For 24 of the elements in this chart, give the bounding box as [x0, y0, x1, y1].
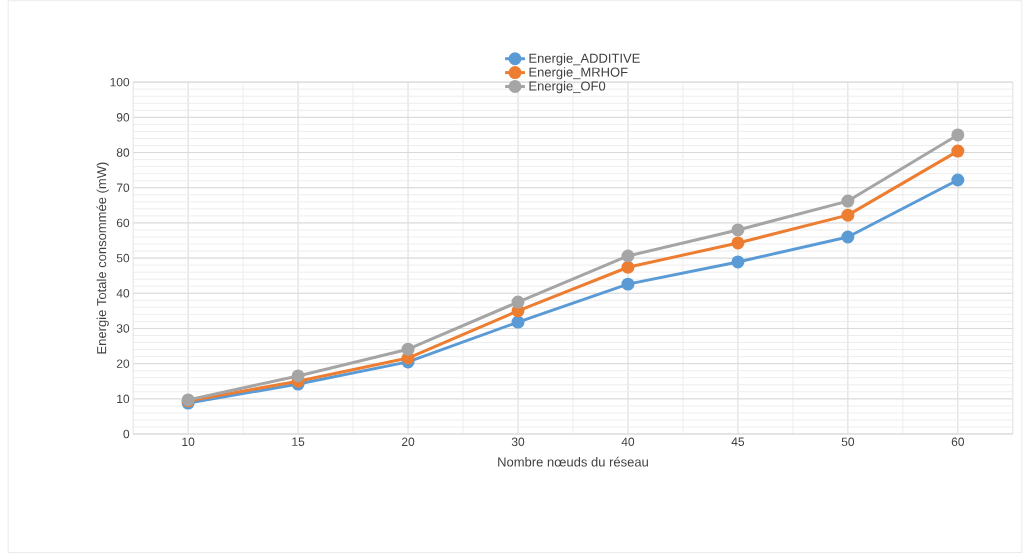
y-tick-label: 40 — [116, 288, 130, 298]
x-tick-label: 50 — [841, 437, 855, 446]
legend-label: Energie_ADDITIVE — [529, 53, 640, 66]
x-tick-label: 40 — [621, 437, 635, 446]
y-axis-title: Energie Totale consommée (mW) — [96, 162, 109, 354]
y-tick-label: 0 — [123, 429, 130, 439]
y-tick-label: 30 — [116, 324, 130, 333]
x-tick-label: 30 — [511, 437, 525, 446]
legend-label: Energie_OF0 — [529, 80, 606, 94]
y-tick-label: 90 — [116, 113, 130, 122]
y-tick-label: 20 — [116, 359, 130, 368]
y-tick-label: 50 — [116, 253, 130, 263]
x-tick-label: 10 — [182, 437, 195, 446]
x-tick-label: 15 — [292, 437, 305, 446]
x-tick-label: 60 — [951, 437, 965, 446]
y-tick-label: 60 — [116, 218, 130, 228]
y-tick-label: 10 — [117, 394, 130, 404]
x-tick-label: 45 — [731, 437, 745, 446]
y-tick-label: 80 — [116, 148, 130, 157]
x-axis-title: Nombre nœuds du réseau — [498, 456, 648, 467]
y-tick-label: 70 — [116, 183, 130, 192]
x-tick-label: 20 — [401, 437, 415, 446]
legend-label: Energie_MRHOF — [529, 67, 628, 80]
y-tick-label: 100 — [110, 77, 130, 87]
